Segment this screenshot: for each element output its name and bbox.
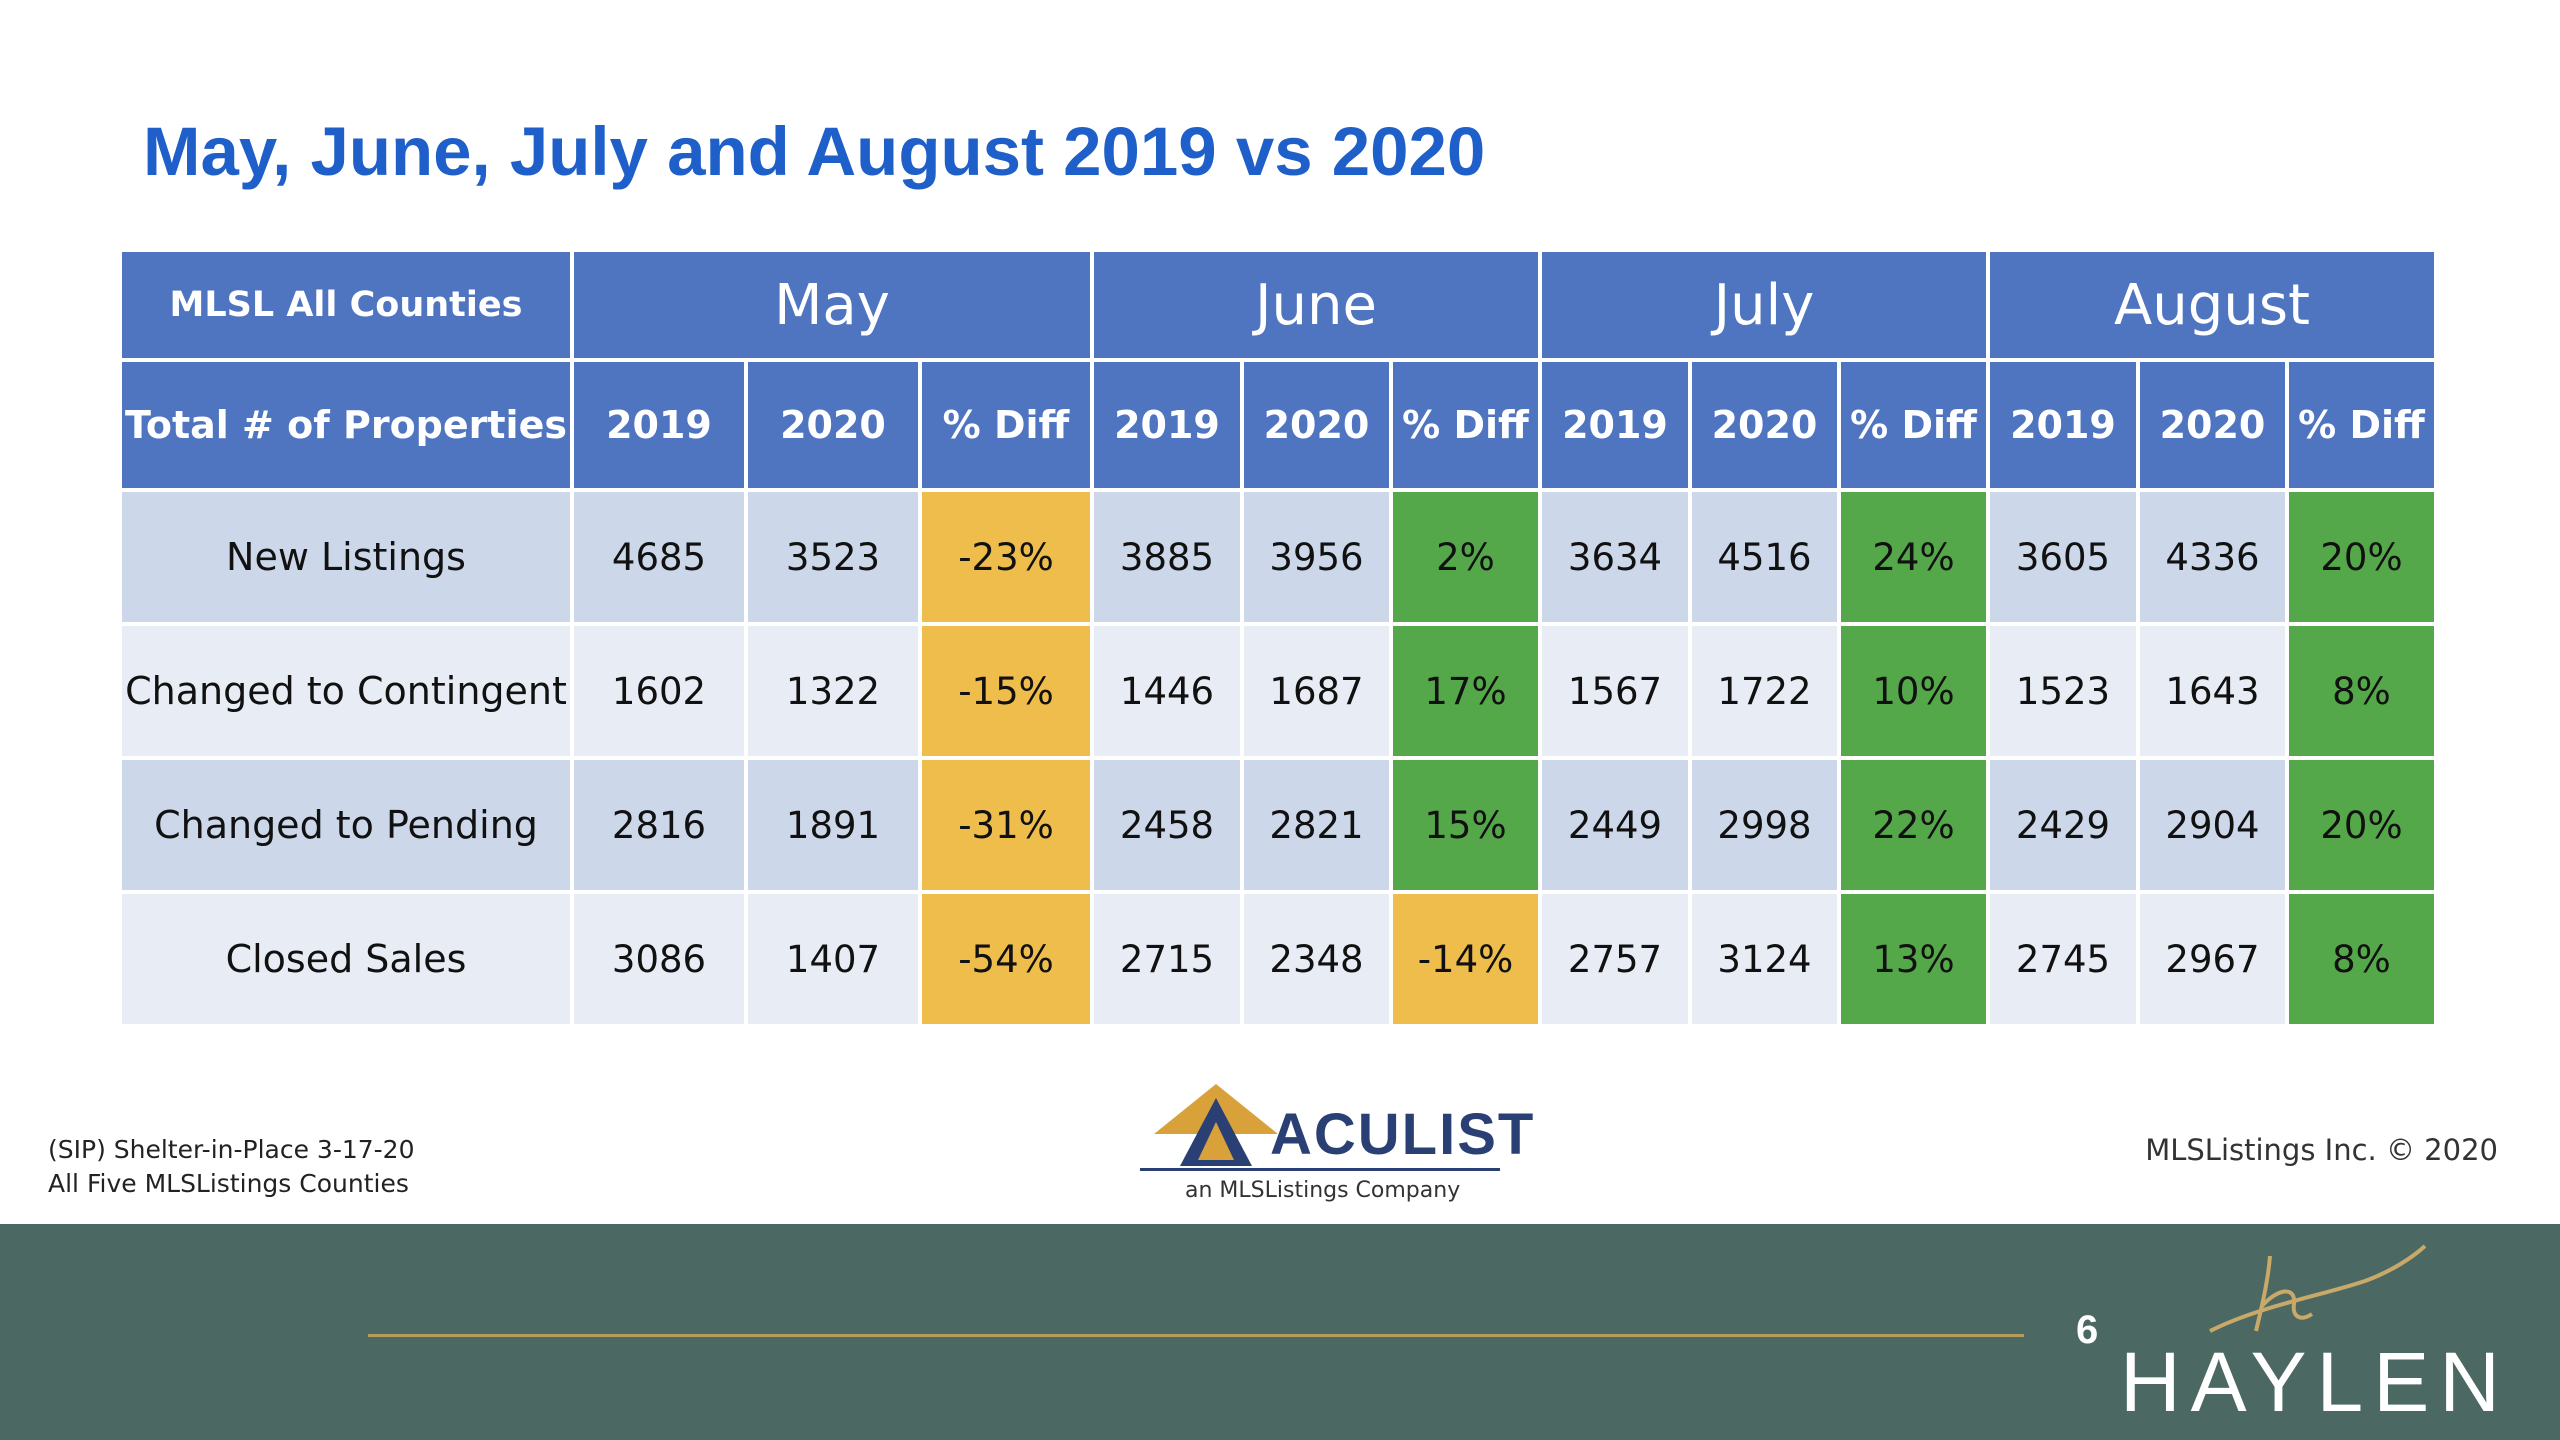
value-2020-cell: 2904 (2138, 758, 2287, 892)
value-2020-cell: 1891 (746, 758, 920, 892)
percent-diff-cell: 17% (1391, 624, 1540, 758)
brand-wordmark: HAYLEN (2120, 1335, 2510, 1429)
footnote-line-1: (SIP) Shelter-in-Place 3-17-20 (48, 1135, 415, 1164)
logo-tagline: an MLSListings Company (1185, 1178, 1461, 1203)
value-2020-cell: 1687 (1242, 624, 1391, 758)
column-header: 2020 (1690, 360, 1839, 490)
footnote: (SIP) Shelter-in-Place 3-17-20 All Five … (48, 1133, 415, 1201)
page-number: 6 (2076, 1308, 2099, 1352)
percent-diff-cell: 10% (1839, 624, 1988, 758)
value-2019-cell: 3086 (572, 892, 746, 1026)
value-2019-cell: 3605 (1988, 490, 2138, 624)
percent-diff-cell: 20% (2287, 490, 2436, 624)
row-label: New Listings (120, 490, 572, 624)
percent-diff-cell: -15% (920, 624, 1092, 758)
value-2019-cell: 2449 (1540, 758, 1690, 892)
value-2019-cell: 2816 (572, 758, 746, 892)
value-2020-cell: 1722 (1690, 624, 1839, 758)
value-2020-cell: 1407 (746, 892, 920, 1026)
month-header-july: July (1540, 250, 1988, 360)
percent-diff-cell: 8% (2287, 624, 2436, 758)
corner-header: MLSL All Counties (120, 250, 572, 360)
aculist-logo: ACULIST an MLSListings Company (1140, 1078, 1533, 1214)
percent-diff-cell: 22% (1839, 758, 1988, 892)
value-2019-cell: 3885 (1092, 490, 1242, 624)
column-header: % Diff (920, 360, 1092, 490)
column-header: 2019 (1540, 360, 1690, 490)
percent-diff-cell: -31% (920, 758, 1092, 892)
percent-diff-cell: 20% (2287, 758, 2436, 892)
footer-band: 6 HAYLEN (0, 1224, 2560, 1440)
month-header-august: August (1988, 250, 2436, 360)
row-label: Changed to Contingent (120, 624, 572, 758)
column-header: 2020 (2138, 360, 2287, 490)
month-header-may: May (572, 250, 1092, 360)
column-header: 2019 (1988, 360, 2138, 490)
value-2020-cell: 3124 (1690, 892, 1839, 1026)
subheader-label: Total # of Properties (120, 360, 572, 490)
month-header-june: June (1092, 250, 1540, 360)
column-header: % Diff (1391, 360, 1540, 490)
value-2020-cell: 2967 (2138, 892, 2287, 1026)
footnote-line-2: All Five MLSListings Counties (48, 1168, 409, 1198)
logo-wordmark: ACULIST (1270, 1102, 1536, 1167)
percent-diff-cell: -14% (1391, 892, 1540, 1026)
row-label: Closed Sales (120, 892, 572, 1026)
percent-diff-cell: 2% (1391, 490, 1540, 624)
percent-diff-cell: 8% (2287, 892, 2436, 1026)
value-2020-cell: 1643 (2138, 624, 2287, 758)
column-header: 2020 (746, 360, 920, 490)
value-2020-cell: 3956 (1242, 490, 1391, 624)
gold-divider (368, 1334, 2024, 1337)
value-2020-cell: 1322 (746, 624, 920, 758)
value-2020-cell: 3523 (746, 490, 920, 624)
value-2019-cell: 1567 (1540, 624, 1690, 758)
column-header: 2020 (1242, 360, 1391, 490)
logo-underline (1140, 1168, 1500, 1171)
percent-diff-cell: 13% (1839, 892, 1988, 1026)
value-2019-cell: 2458 (1092, 758, 1242, 892)
column-header: 2019 (1092, 360, 1242, 490)
value-2019-cell: 2715 (1092, 892, 1242, 1026)
percent-diff-cell: -23% (920, 490, 1092, 624)
value-2019-cell: 2429 (1988, 758, 2138, 892)
column-header: 2019 (572, 360, 746, 490)
value-2020-cell: 4336 (2138, 490, 2287, 624)
percent-diff-cell: -54% (920, 892, 1092, 1026)
value-2019-cell: 1602 (572, 624, 746, 758)
value-2019-cell: 4685 (572, 490, 746, 624)
column-header: % Diff (1839, 360, 1988, 490)
row-label: Changed to Pending (120, 758, 572, 892)
value-2019-cell: 2745 (1988, 892, 2138, 1026)
copyright: MLSListings Inc. © 2020 (2145, 1133, 2498, 1167)
value-2019-cell: 3634 (1540, 490, 1690, 624)
value-2019-cell: 1446 (1092, 624, 1242, 758)
value-2020-cell: 4516 (1690, 490, 1839, 624)
haylen-monogram-icon (2209, 1244, 2427, 1333)
value-2020-cell: 2348 (1242, 892, 1391, 1026)
value-2019-cell: 1523 (1988, 624, 2138, 758)
percent-diff-cell: 15% (1391, 758, 1540, 892)
slide-title: May, June, July and August 2019 vs 2020 (143, 113, 1486, 190)
column-header: % Diff (2287, 360, 2436, 490)
value-2019-cell: 2757 (1540, 892, 1690, 1026)
stats-table: MLSL All Counties Total # of Properties Ma… (120, 250, 2436, 1040)
percent-diff-cell: 24% (1839, 490, 1988, 624)
house-logo-icon (1146, 1084, 1286, 1171)
value-2020-cell: 2821 (1242, 758, 1391, 892)
value-2020-cell: 2998 (1690, 758, 1839, 892)
